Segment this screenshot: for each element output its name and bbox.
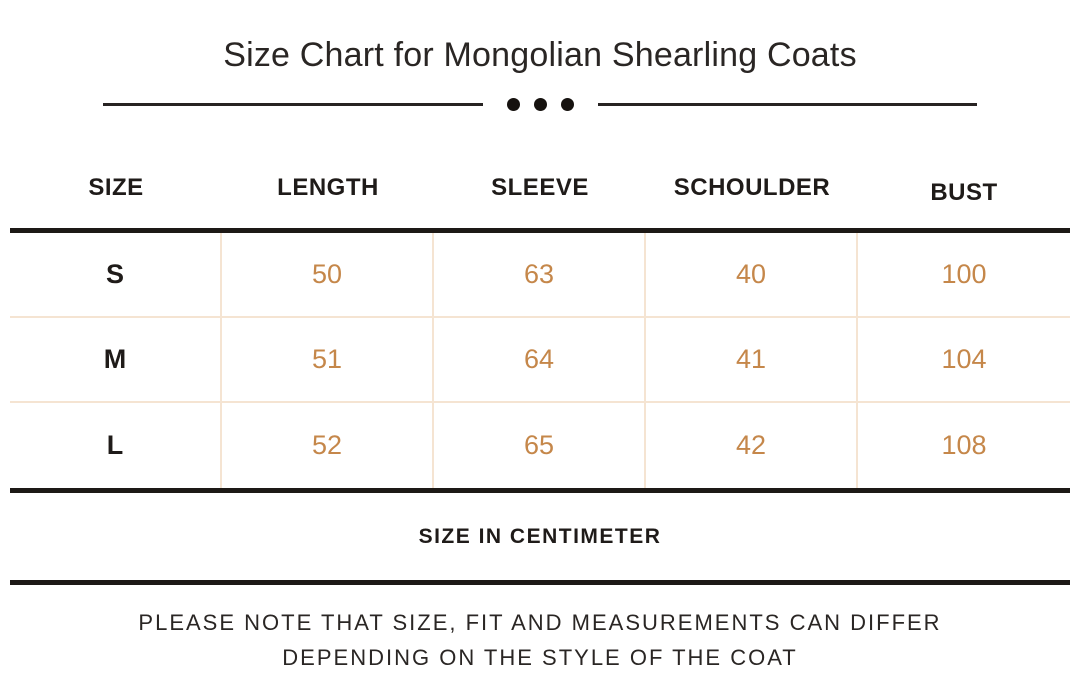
footer-note: PLEASE NOTE THAT SIZE, FIT AND MEASUREME… [0,605,1080,675]
schoulder-cell: 40 [646,233,858,316]
column-header-length: LENGTH [277,174,379,201]
footer-note-line2: DEPENDING ON THE STYLE OF THE COAT [282,645,798,670]
length-cell: 52 [222,403,434,488]
sleeve-cell: 63 [434,233,646,316]
bust-cell: 108 [941,430,987,460]
size-cell: L [10,403,222,488]
three-dots-icon [506,98,574,111]
bust-cell: 100 [941,259,987,289]
size-table: SIZE LENGTH SLEEVE SCHOULDER BUST S 50 6… [10,111,1070,585]
column-header-schoulder: SCHOULDER [673,174,831,201]
bust-cell: 104 [941,344,987,374]
footer-note-line1: PLEASE NOTE THAT SIZE, FIT AND MEASUREME… [138,610,942,635]
column-header-bust: BUST [930,179,998,206]
length-cell: 51 [222,318,434,401]
title-divider [103,98,977,111]
sleeve-cell: 65 [434,403,646,488]
column-header-size: SIZE [88,174,144,201]
divider-line-left [103,103,483,106]
column-header-sleeve: SLEEVE [491,174,589,201]
divider-line-right [597,103,977,106]
table-bottom-rule [10,488,1070,493]
table-row-s: S 50 63 40 100 [10,233,1070,318]
sleeve-cell: 64 [434,318,646,401]
size-cell: M [10,318,222,401]
size-cell: S [10,233,222,316]
table-row-m: M 51 64 41 104 [10,318,1070,403]
table-row-l: L 52 65 42 108 [10,403,1070,488]
page-title: Size Chart for Mongolian Shearling Coats [223,36,857,74]
schoulder-cell: 41 [646,318,858,401]
table-header-row: SIZE LENGTH SLEEVE SCHOULDER BUST [10,111,1070,233]
unit-note: SIZE IN CENTIMETER [10,493,1070,585]
length-cell: 50 [222,233,434,316]
schoulder-cell: 42 [646,403,858,488]
